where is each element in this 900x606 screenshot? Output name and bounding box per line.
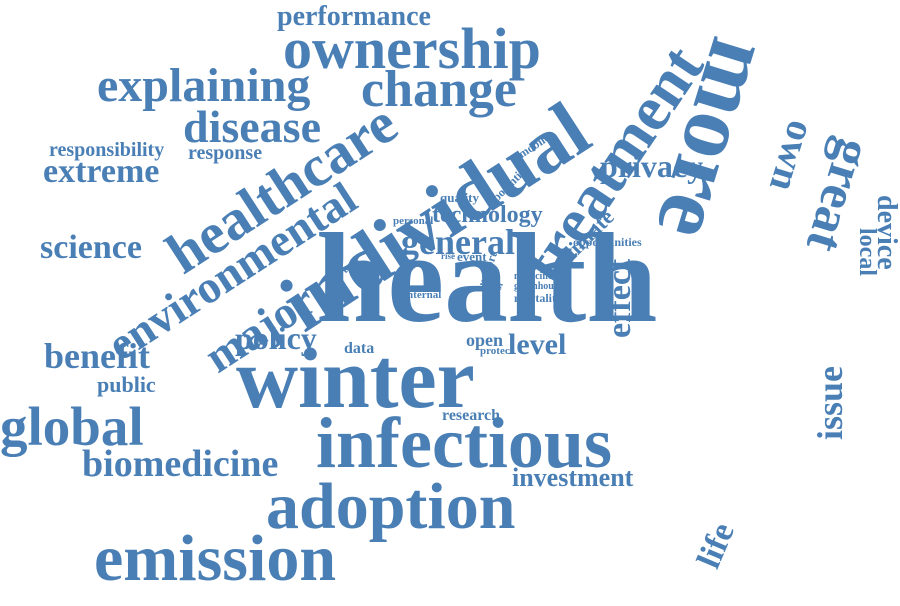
word-mobile: personal	[393, 215, 434, 227]
word-data: health	[316, 207, 658, 349]
word-global: effect	[601, 258, 638, 338]
word-own: internal	[404, 289, 442, 301]
word-environmental: emission	[94, 522, 337, 595]
word-response: response	[188, 142, 263, 164]
word-responsibility: responsibility	[49, 139, 165, 161]
word-open: general	[401, 222, 515, 262]
word-major: quality	[440, 190, 480, 205]
word-greenhouse: global	[0, 396, 144, 457]
word-mortality: biomedicine	[82, 443, 279, 485]
word-user: rise	[441, 251, 455, 261]
word-individual: life	[690, 517, 742, 574]
word-event: level	[508, 328, 567, 361]
word-care: event	[457, 249, 487, 264]
word-investment: device	[871, 195, 900, 270]
word-quality: policy	[235, 320, 317, 356]
word-performance: performance	[277, 1, 431, 32]
word-disease: disease	[183, 101, 321, 152]
word-issue: medicine	[514, 271, 553, 282]
word-rise: open	[466, 330, 504, 350]
word-adoption: issue	[810, 365, 850, 440]
word-protect: research	[442, 407, 501, 424]
word-support: opportunities	[573, 235, 642, 249]
word-treatment: investment	[512, 463, 634, 492]
word-more: greenhouse	[514, 281, 563, 292]
word-healthcare: adoption	[266, 470, 516, 543]
word-emission: benefit	[44, 336, 150, 376]
word-device: protect	[480, 345, 514, 357]
word-explaining: explaining	[97, 59, 311, 112]
word-ownership: ownership	[283, 16, 541, 81]
word-internal: infectious	[316, 403, 612, 483]
word-winter: privacy	[600, 148, 704, 184]
word-personal: data	[344, 340, 375, 357]
word-local: mortality	[514, 291, 562, 305]
word-benefit: science	[40, 229, 142, 266]
word-opportunities: public	[97, 372, 156, 397]
word-medicine: winter	[236, 330, 475, 426]
word-extreme: extreme	[43, 153, 160, 190]
word-change: change	[361, 61, 517, 118]
word-level: technology	[432, 202, 543, 228]
